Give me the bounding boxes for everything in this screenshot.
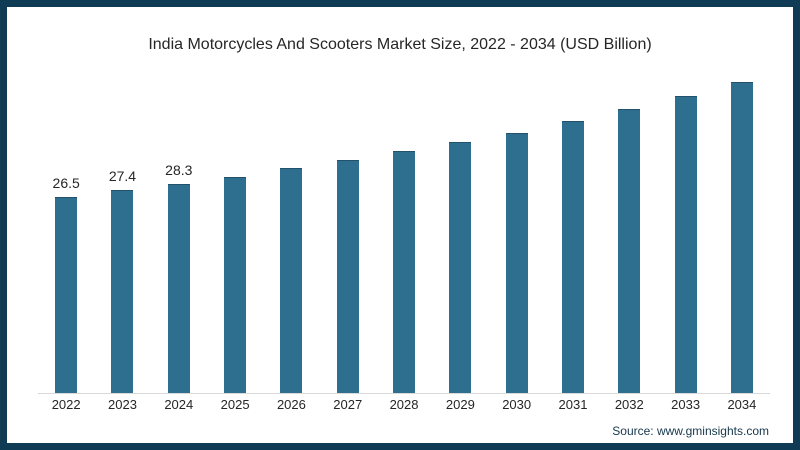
bar-column: [657, 67, 713, 393]
x-axis-label: 2026: [276, 397, 306, 412]
bar-2031: [561, 121, 584, 393]
bar-column: [376, 67, 432, 393]
x-axis-label: 2033: [671, 397, 701, 412]
x-axis-label: 2023: [108, 397, 137, 412]
x-axis-label: 2031: [558, 397, 588, 412]
x-axis-label: 2028: [389, 397, 419, 412]
bar-2030: [505, 133, 528, 393]
x-axis-label: 2029: [445, 397, 475, 412]
x-axis-labels: 2022 2023 2024 2025 2026 2027 2028 2029 2030 2031…: [38, 397, 770, 412]
x-axis-label: 2024: [164, 397, 194, 412]
bar-column: 26.5: [38, 67, 94, 393]
bar-value-label: 28.3: [165, 162, 193, 178]
bar-column: 27.4: [94, 67, 150, 393]
bar-2025: [224, 177, 247, 393]
x-axis-label: 2032: [614, 397, 644, 412]
bar-chart-plot: 26.5 27.4 28.3: [38, 67, 770, 394]
bar-column: [320, 67, 376, 393]
bar-value-label: 26.5: [52, 175, 80, 191]
bar-2034: [730, 82, 753, 393]
bar-column: 28.3: [151, 67, 207, 393]
bar-2029: [449, 142, 472, 393]
bar-column: [263, 67, 319, 393]
bar-value-label: 27.4: [108, 168, 137, 184]
x-axis-label: 2025: [220, 397, 250, 412]
bar-column: [489, 67, 545, 393]
source-credit: Source: www.gminsights.com: [612, 424, 769, 438]
x-axis-line: [38, 393, 770, 394]
bar-column: [601, 67, 657, 393]
x-axis-label: 2027: [333, 397, 363, 412]
x-axis-label: 2034: [727, 397, 757, 412]
bar-2028: [393, 151, 416, 393]
bar-2026: [280, 168, 303, 393]
x-axis-label: 2022: [51, 397, 81, 412]
bar-2022: 26.5: [53, 175, 80, 393]
bar-2027: [336, 160, 359, 393]
bar-column: [207, 67, 263, 393]
bar-2033: [674, 96, 697, 393]
bar-2024: 28.3: [165, 162, 192, 393]
bar-column: [714, 67, 770, 393]
bar-2032: [618, 109, 641, 393]
bar-2023: 27.4: [109, 168, 136, 393]
bar-column: [545, 67, 601, 393]
bar-series: 26.5 27.4 28.3: [38, 67, 770, 393]
x-axis-label: 2030: [502, 397, 532, 412]
chart-title: India Motorcycles And Scooters Market Si…: [148, 36, 652, 53]
bar-column: [432, 67, 488, 393]
